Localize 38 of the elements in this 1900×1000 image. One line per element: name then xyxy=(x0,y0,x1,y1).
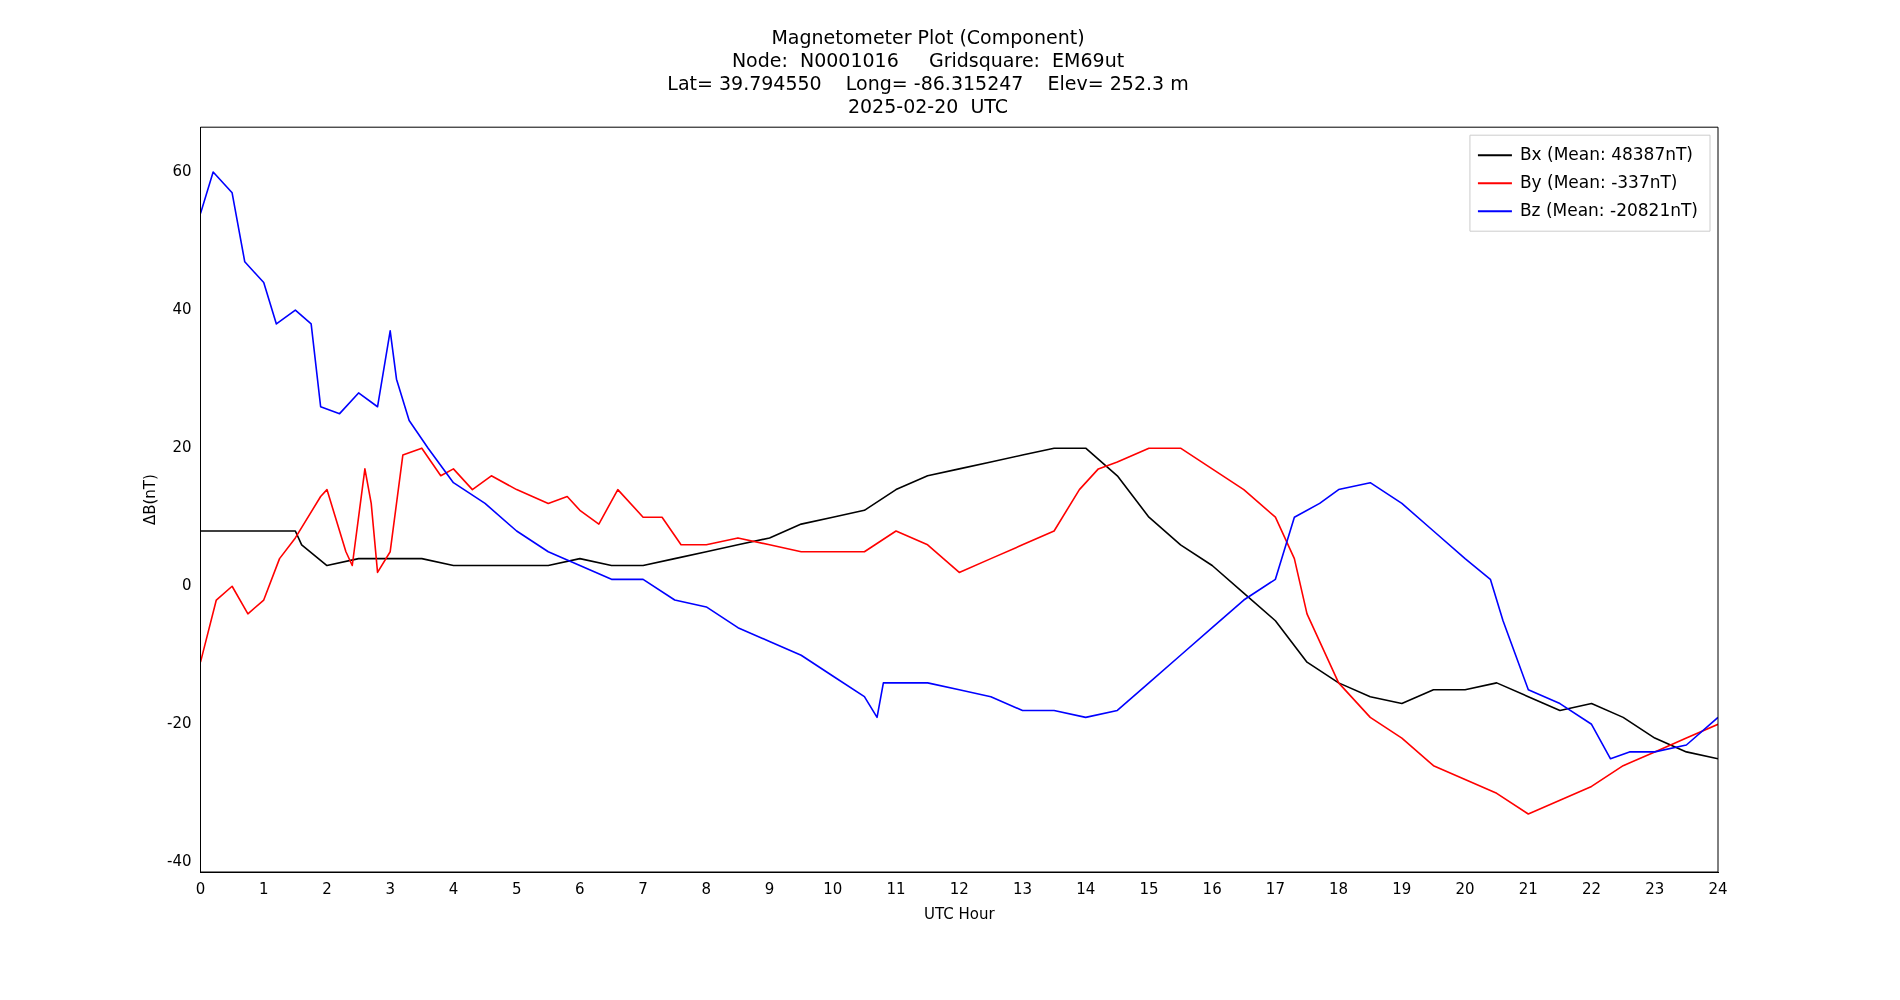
y-tick-label: 40 xyxy=(172,300,192,319)
x-tick-label: 8 xyxy=(701,879,712,898)
x-tick-label: 12 xyxy=(949,879,969,898)
x-tick-label: 17 xyxy=(1265,879,1285,898)
y-axis-title: ΔB(nT) xyxy=(140,474,159,526)
chart-title: Magnetometer Plot (Component) xyxy=(771,26,1085,49)
x-tick-label: 5 xyxy=(511,879,522,898)
x-tick-label: 9 xyxy=(764,879,775,898)
y-tick-label: 0 xyxy=(181,576,192,595)
x-tick-label: 23 xyxy=(1645,879,1665,898)
legend-label: Bz (Mean: -20821nT) xyxy=(1519,199,1698,220)
x-tick-label: 2 xyxy=(322,879,332,898)
x-tick-label: 24 xyxy=(1708,879,1728,898)
x-tick-label: 18 xyxy=(1329,879,1349,898)
x-tick-label: 10 xyxy=(823,879,843,898)
x-tick-label: 0 xyxy=(195,879,206,898)
x-axis-title: UTC Hour xyxy=(923,904,996,923)
y-tick-label: 20 xyxy=(172,438,192,457)
x-tick-label: 16 xyxy=(1202,879,1222,898)
x-tick-label: 7 xyxy=(638,879,648,898)
y-tick-label: -40 xyxy=(167,852,192,871)
x-tick-label: 11 xyxy=(886,879,906,898)
x-tick-label: 19 xyxy=(1392,879,1412,898)
x-tick-label: 22 xyxy=(1581,879,1602,898)
legend-label: Bx (Mean: 48387nT) xyxy=(1519,143,1694,164)
x-tick-label: 13 xyxy=(1012,879,1033,898)
x-tick-label: 3 xyxy=(385,879,395,898)
x-tick-label: 20 xyxy=(1455,879,1475,898)
x-tick-label: 6 xyxy=(575,879,585,898)
y-tick-label: -20 xyxy=(167,714,192,733)
x-tick-label: 14 xyxy=(1076,879,1096,898)
chart-subtitle: Node: N0001016 Gridsquare: EM69ut Lat= 39.794550 Long= -86.315247 Elev= 252.3 m 2025-02-20 UTC xyxy=(667,49,1189,117)
x-tick-label: 4 xyxy=(448,879,459,898)
x-tick-label: 21 xyxy=(1518,879,1538,898)
x-tick-label: 15 xyxy=(1139,879,1159,898)
legend-label: By (Mean: -337nT) xyxy=(1519,171,1678,192)
x-tick-label: 1 xyxy=(258,879,269,898)
y-tick-label: 60 xyxy=(172,161,192,180)
